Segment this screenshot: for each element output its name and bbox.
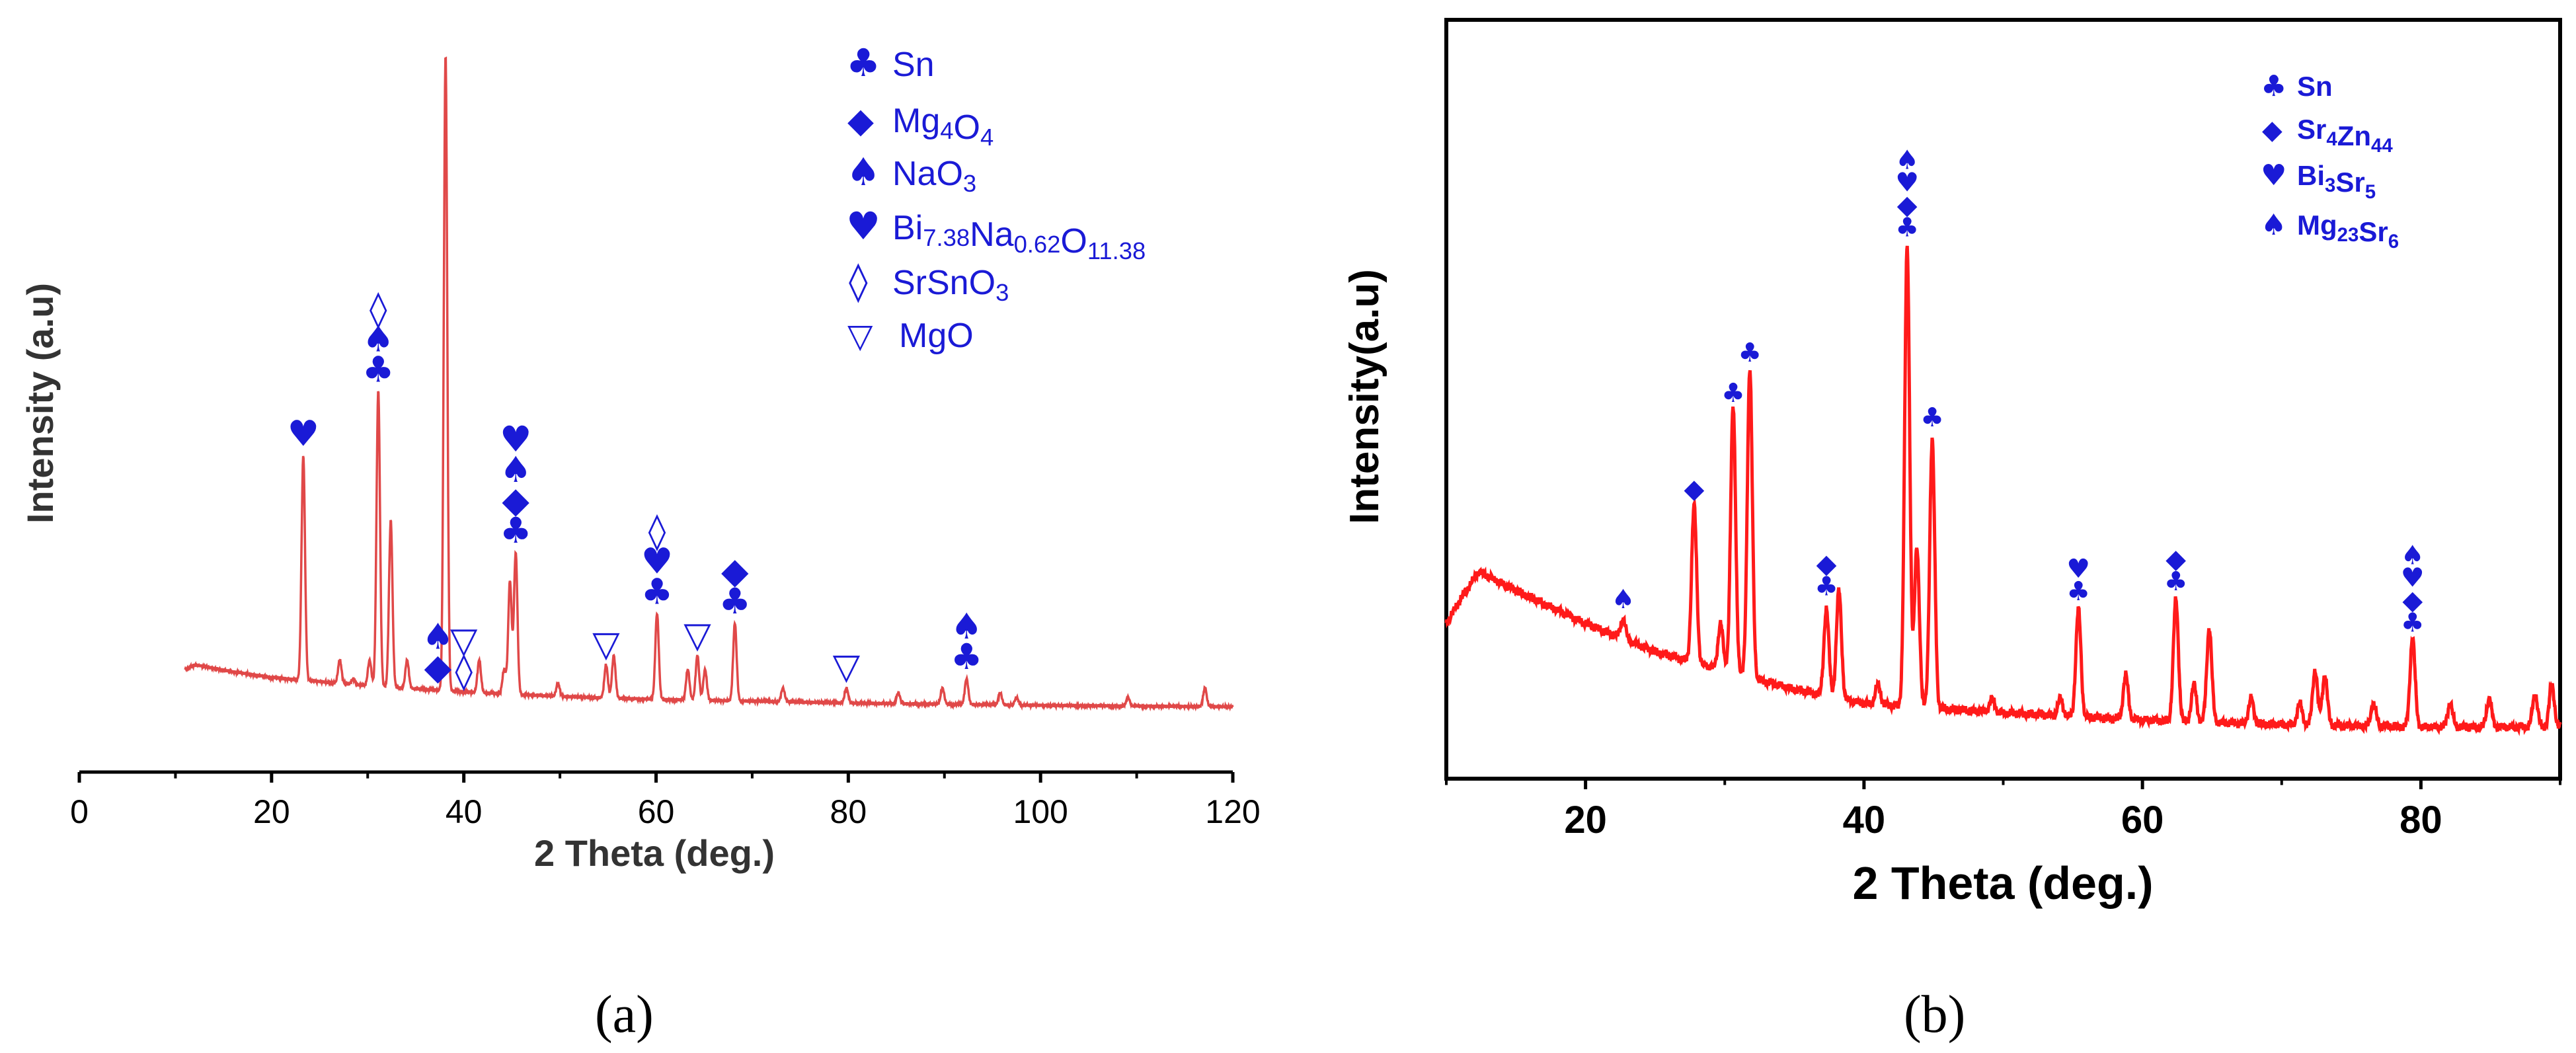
diamond-icon: ◆ xyxy=(721,550,749,592)
panel-a-y-axis-label: Intensity (a.u) xyxy=(19,283,61,524)
heart-icon: ♥ xyxy=(2066,554,2090,584)
x-tick-label: 100 xyxy=(1013,793,1068,830)
x-tick-label: 120 xyxy=(1205,793,1260,830)
open-diamond-icon: ◊ xyxy=(370,288,387,330)
legend-b-label-bi3sr5: Bi3Sr5 xyxy=(2297,160,2376,203)
legend-a-label-nao3: NaO3 xyxy=(892,155,976,197)
spade-icon: ♠ xyxy=(1612,584,1635,615)
legend-a-label-mg4o4: Mg4O4 xyxy=(892,102,994,151)
club-icon: ♣ xyxy=(641,571,673,613)
open-diamond-icon: ◊ xyxy=(455,650,473,691)
panel-a: 0 20 40 60 80 100 120 2 Theta (deg.) Intensity… xyxy=(19,40,1261,874)
heart-icon: ♥ xyxy=(641,541,673,582)
legend-a-entry-mg4o4: ◆ Mg4O4 xyxy=(847,101,994,151)
diamond-icon: ◆ xyxy=(424,646,452,688)
diamond-icon: ◆ xyxy=(1684,474,1705,504)
caption-b: (b) xyxy=(1904,986,1966,1044)
club-icon: ♣ xyxy=(1920,403,1944,433)
legend-a-entry-srsno3: ◊ SrSnO3 xyxy=(849,258,1009,306)
panel-a-legend: ♣ Sn ◆ Mg4O4 ♠ NaO3 ♥ Bi7.38Na0.62O11.38… xyxy=(846,40,1146,355)
x-tick-label: 60 xyxy=(2121,799,2164,841)
heart-icon: ♥ xyxy=(1895,167,1919,198)
x-tick-label: 20 xyxy=(1564,799,1607,841)
diamond-icon: ◆ xyxy=(2402,585,2423,615)
legend-a-entry-mgo: ▽ MgO xyxy=(847,317,974,355)
club-icon: ♣ xyxy=(1721,378,1745,409)
legend-a-label-srsno3: SrSnO3 xyxy=(892,264,1009,306)
diamond-icon: ◆ xyxy=(1816,549,1837,580)
club-icon: ♣ xyxy=(951,636,982,678)
diamond-icon: ◆ xyxy=(2166,544,2186,574)
club-icon: ♣ xyxy=(2261,69,2286,103)
x-tick-label: 40 xyxy=(1843,799,1886,841)
club-icon: ♣ xyxy=(362,349,394,391)
triangle-icon: ▽ xyxy=(450,619,478,661)
diamond-icon: ◆ xyxy=(1897,190,1918,220)
panel-a-x-axis-label: 2 Theta (deg.) xyxy=(534,832,775,874)
club-icon: ♣ xyxy=(1895,212,1919,243)
spade-icon: ♠ xyxy=(951,605,982,647)
diamond-icon: ◆ xyxy=(502,479,529,521)
x-tick-label: 80 xyxy=(830,793,867,830)
heart-icon: ♥ xyxy=(846,204,880,249)
legend-b-label-mg23sr6: Mg23Sr6 xyxy=(2297,210,2399,253)
club-icon: ♣ xyxy=(2066,576,2090,607)
heart-icon: ♥ xyxy=(2401,563,2425,593)
spade-icon: ♠ xyxy=(1895,145,1919,175)
legend-a-label-bi-na-o: Bi7.38Na0.62O11.38 xyxy=(892,209,1146,264)
spade-icon: ♠ xyxy=(422,616,453,658)
club-icon: ♣ xyxy=(1815,572,1838,602)
club-icon: ♣ xyxy=(500,510,531,551)
panel-b-x-axis-label: 2 Theta (deg.) xyxy=(1852,857,2153,909)
legend-a-entry-nao3: ♠ NaO3 xyxy=(846,149,976,197)
club-icon: ♣ xyxy=(719,580,751,622)
spade-icon: ♠ xyxy=(846,149,880,194)
triangle-icon: ▽ xyxy=(592,623,620,665)
x-tick-label: 60 xyxy=(638,793,675,830)
panel-b-legend: ♣ Sn ◆ Sr4Zn44 ♥ Bi3Sr5 ♠ Mg23Sr6 xyxy=(2261,69,2399,253)
legend-b-entry-mg23sr6: ♠ Mg23Sr6 xyxy=(2261,208,2399,253)
club-icon: ♣ xyxy=(2401,607,2425,638)
panel-b-y-axis-label: Intensity(a.u) xyxy=(1342,269,1387,524)
spade-icon: ♠ xyxy=(2401,540,2425,570)
club-icon: ♣ xyxy=(1738,338,1762,368)
spade-icon: ♠ xyxy=(2261,208,2286,242)
legend-a-label-mgo: MgO xyxy=(899,317,974,355)
triangle-icon: ▽ xyxy=(683,614,711,656)
diamond-icon: ◆ xyxy=(2262,115,2283,145)
x-tick-label: 80 xyxy=(2400,799,2442,841)
heart-icon: ♥ xyxy=(500,418,531,460)
diamond-icon: ◆ xyxy=(847,101,874,141)
legend-b-label-sr4zn44: Sr4Zn44 xyxy=(2297,114,2393,157)
club-icon: ♣ xyxy=(846,40,880,85)
spade-icon: ♠ xyxy=(362,319,394,360)
open-diamond-icon: ◊ xyxy=(849,258,868,303)
heart-icon: ♥ xyxy=(2261,159,2286,192)
club-icon: ♣ xyxy=(2164,566,2188,597)
panel-a-series-line xyxy=(184,56,1234,712)
legend-b-entry-sn: ♣ Sn xyxy=(2261,69,2333,103)
legend-b-label-sn: Sn xyxy=(2297,71,2333,102)
legend-b-entry-bi3sr5: ♥ Bi3Sr5 xyxy=(2261,159,2376,203)
x-tick-label: 0 xyxy=(70,793,89,830)
legend-a-entry-sn: ♣ Sn xyxy=(846,40,935,85)
x-tick-label: 20 xyxy=(253,793,290,830)
heart-icon: ♥ xyxy=(288,413,319,455)
triangle-icon: ▽ xyxy=(847,317,873,355)
open-diamond-icon: ◊ xyxy=(648,510,666,552)
x-tick-label: 40 xyxy=(446,793,483,830)
spade-icon: ♠ xyxy=(500,449,531,490)
legend-b-entry-sr4zn44: ◆ Sr4Zn44 xyxy=(2262,114,2393,157)
legend-a-label-sn: Sn xyxy=(892,46,935,84)
panel-b-plot-frame xyxy=(1444,18,2562,781)
caption-a: (a) xyxy=(595,986,654,1044)
panel-b: 20 40 60 80 2 Theta (deg.) Intensity(a.u) ♠… xyxy=(1342,18,2562,909)
panel-b-series-line xyxy=(1444,245,2562,736)
legend-a-entry-bi-na-o: ♥ Bi7.38Na0.62O11.38 xyxy=(846,204,1146,264)
triangle-icon: ▽ xyxy=(833,645,861,687)
